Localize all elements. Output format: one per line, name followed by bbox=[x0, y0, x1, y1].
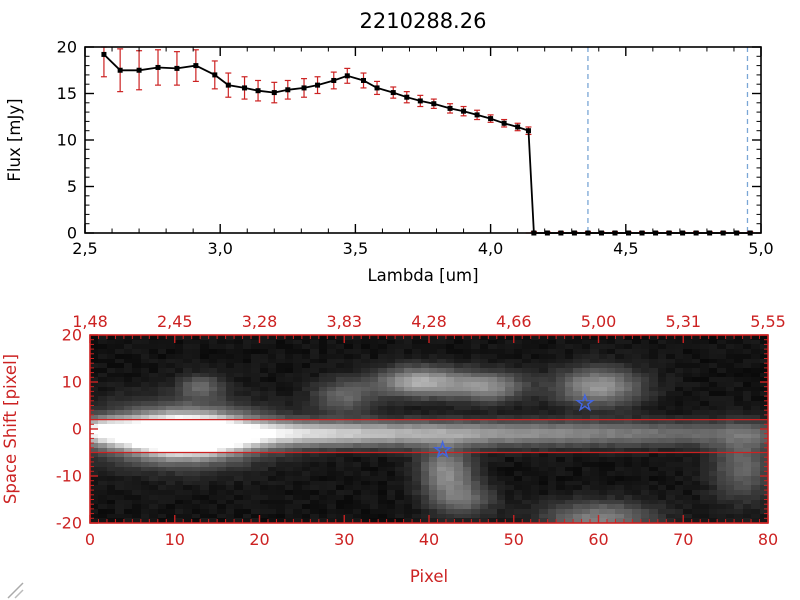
svg-text:4,5: 4,5 bbox=[613, 239, 638, 258]
svg-text:70: 70 bbox=[673, 530, 693, 549]
spectrum-ylabel: Flux [mJy] bbox=[5, 98, 24, 181]
svg-text:0: 0 bbox=[72, 420, 82, 439]
svg-text:20: 20 bbox=[62, 326, 82, 345]
svg-text:60: 60 bbox=[588, 530, 608, 549]
svg-text:4,0: 4,0 bbox=[478, 239, 503, 258]
svg-text:10: 10 bbox=[165, 530, 185, 549]
svg-text:0: 0 bbox=[67, 224, 77, 243]
svg-text:5,00: 5,00 bbox=[581, 312, 617, 331]
svg-text:50: 50 bbox=[504, 530, 524, 549]
spectrum-plot: 2210288.26 2,5 3,0 3,5 4,0 4,5 5,0 0 5 10 15 20 Fl… bbox=[5, 9, 774, 285]
svg-text:1,48: 1,48 bbox=[72, 312, 108, 331]
svg-text:2,45: 2,45 bbox=[157, 312, 193, 331]
svg-text:-10: -10 bbox=[56, 467, 82, 486]
svg-text:5,0: 5,0 bbox=[748, 239, 773, 258]
chart-title: 2210288.26 bbox=[360, 9, 487, 33]
svg-text:3,0: 3,0 bbox=[207, 239, 232, 258]
svg-text:40: 40 bbox=[419, 530, 439, 549]
svg-text:0: 0 bbox=[85, 530, 95, 549]
resize-grip[interactable] bbox=[0, 575, 24, 599]
svg-text:5,31: 5,31 bbox=[665, 312, 701, 331]
spectrum-xlabel: Lambda [um] bbox=[367, 266, 478, 285]
svg-text:3,5: 3,5 bbox=[343, 239, 368, 258]
svg-text:5: 5 bbox=[67, 177, 77, 196]
svg-text:30: 30 bbox=[334, 530, 354, 549]
svg-text:-20: -20 bbox=[56, 514, 82, 533]
svg-text:3,28: 3,28 bbox=[242, 312, 278, 331]
svg-text:80: 80 bbox=[758, 530, 778, 549]
spectral-image-canvas bbox=[90, 335, 768, 523]
svg-text:10: 10 bbox=[62, 373, 82, 392]
svg-text:4,28: 4,28 bbox=[411, 312, 447, 331]
svg-text:5,55: 5,55 bbox=[750, 312, 786, 331]
svg-text:10: 10 bbox=[57, 131, 77, 150]
spectrum-generated: 2,5 3,0 3,5 4,0 4,5 5,0 0 5 10 15 20 bbox=[57, 38, 774, 259]
svg-text:2,5: 2,5 bbox=[72, 239, 97, 258]
svg-text:20: 20 bbox=[57, 38, 77, 57]
image-ylabel: Space Shift [pixel] bbox=[1, 354, 20, 504]
image-xlabel: Pixel bbox=[410, 567, 448, 586]
svg-text:4,66: 4,66 bbox=[496, 312, 532, 331]
svg-text:3,83: 3,83 bbox=[326, 312, 362, 331]
svg-text:20: 20 bbox=[249, 530, 269, 549]
svg-text:15: 15 bbox=[57, 84, 77, 103]
